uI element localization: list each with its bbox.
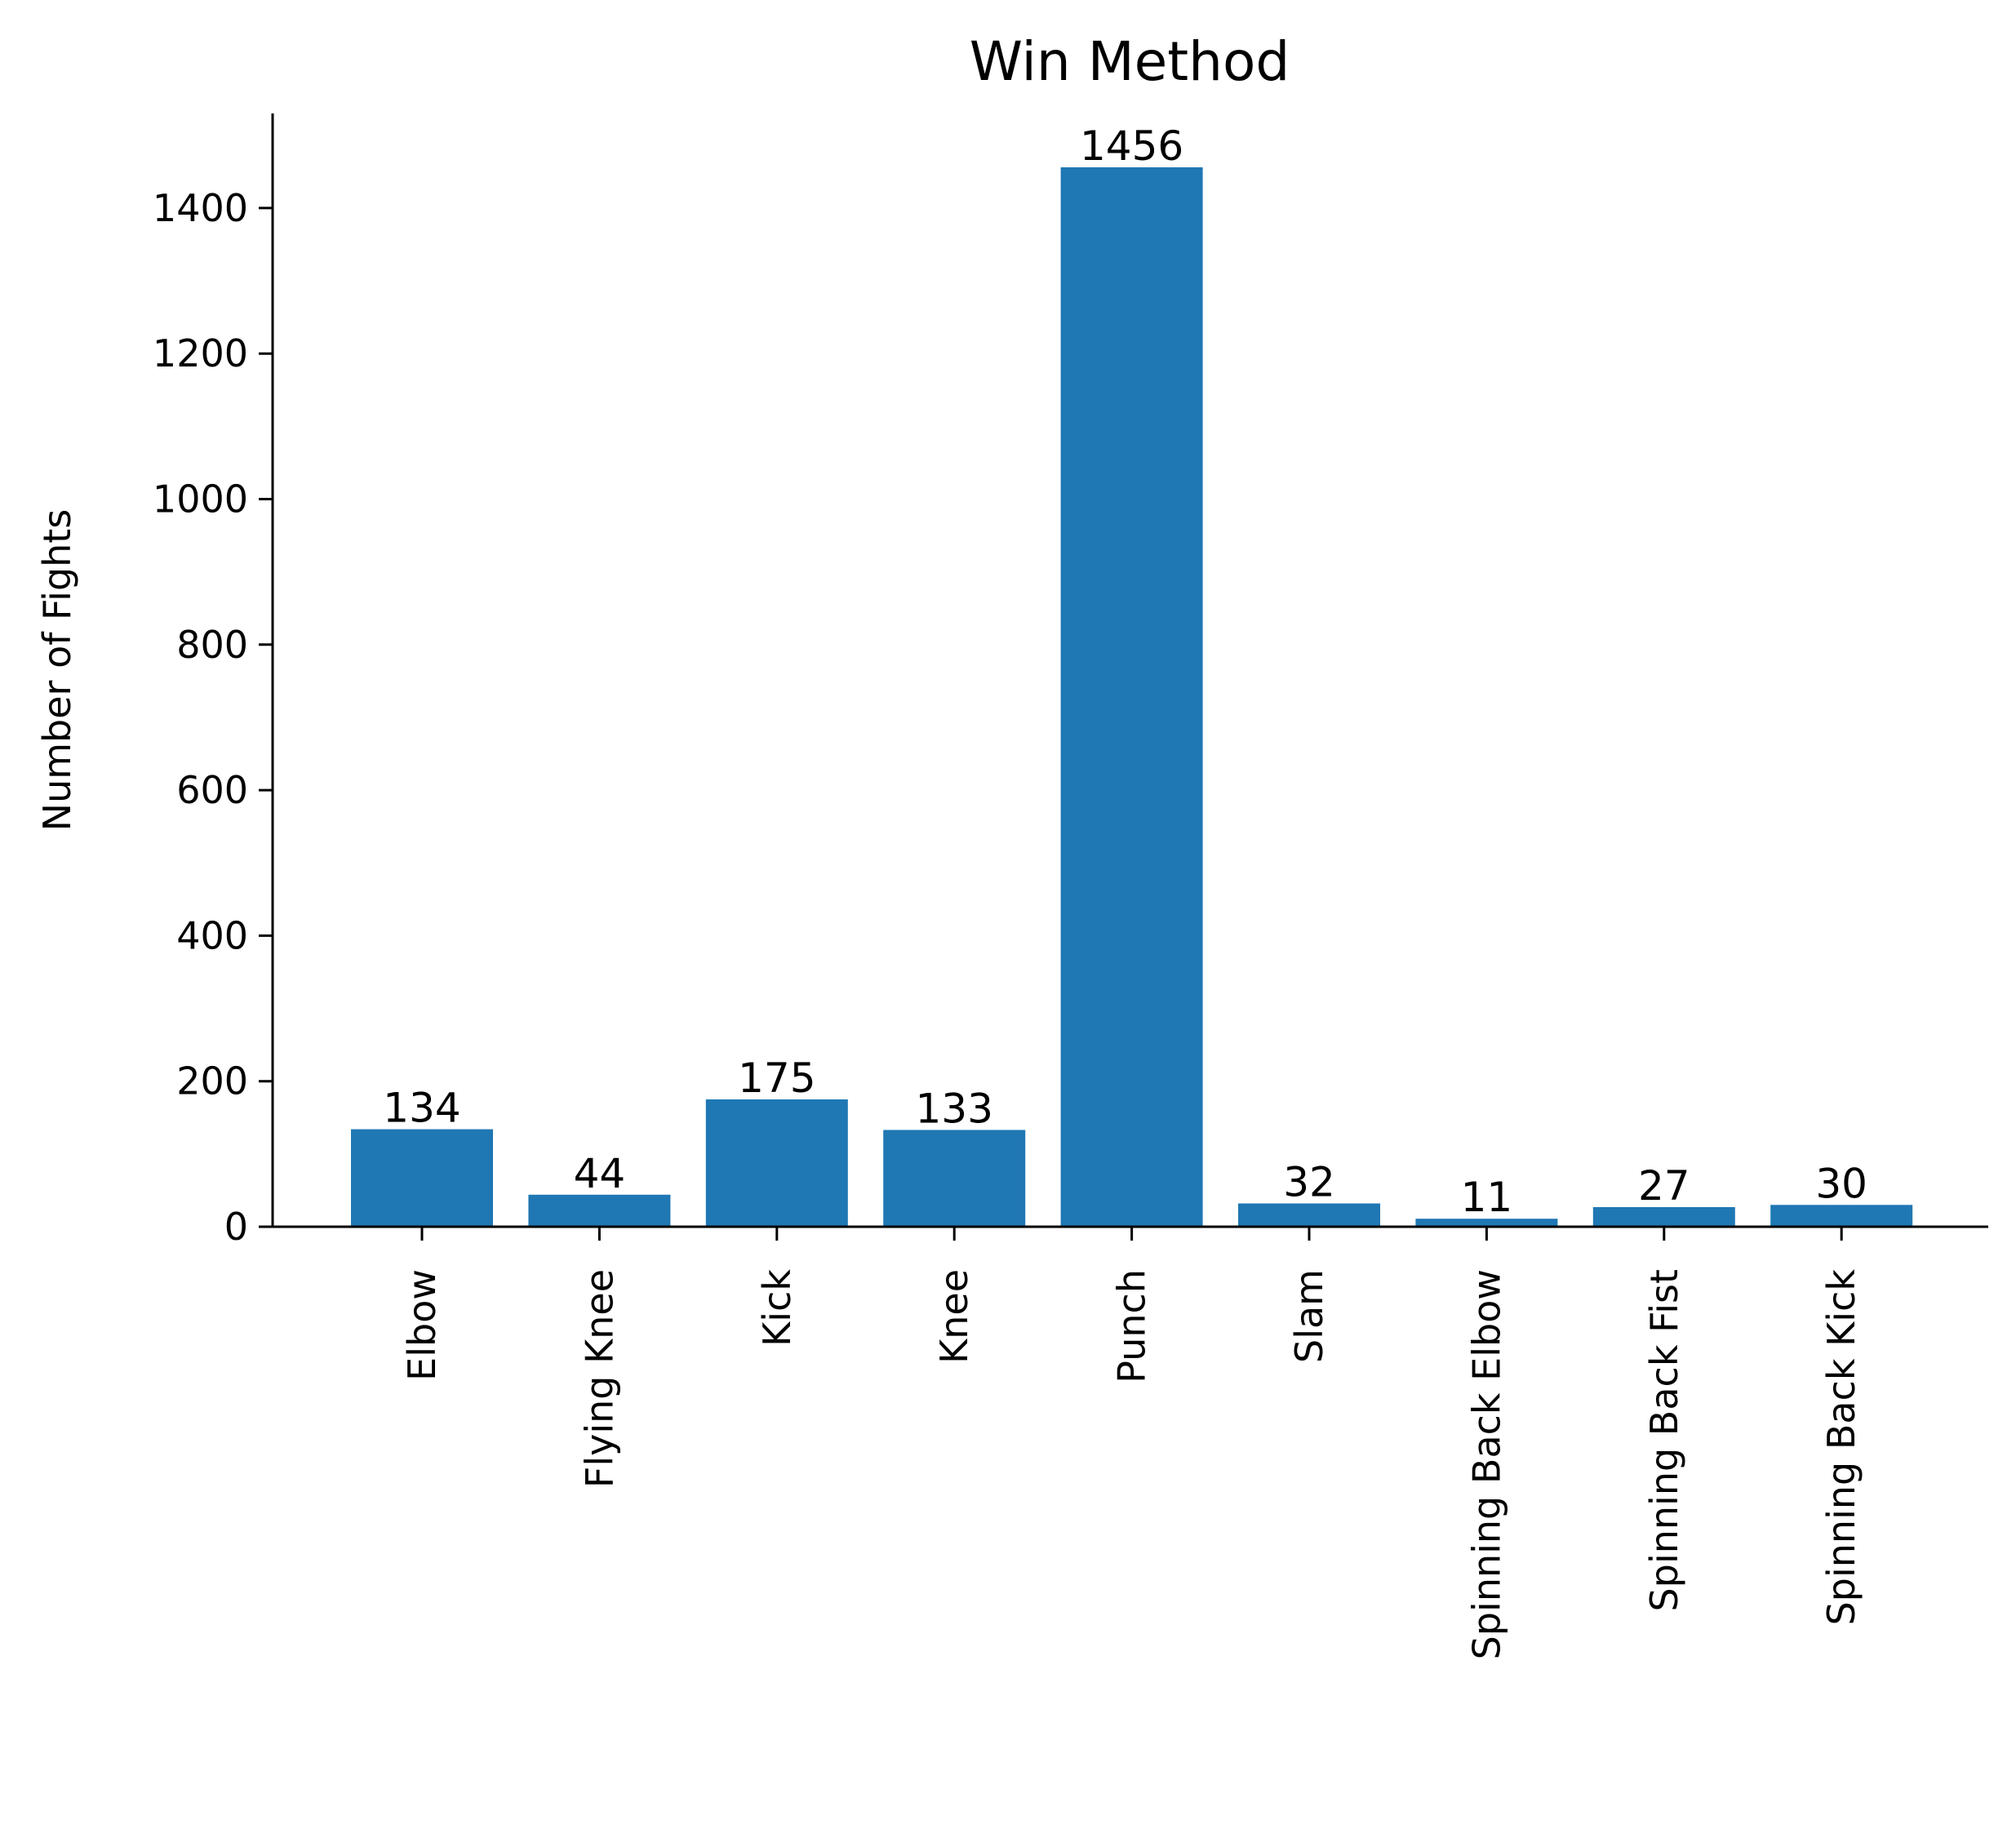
bar-value-label: 134 xyxy=(383,1085,460,1132)
x-tick-label: Elbow xyxy=(400,1269,444,1381)
bar-value-label: 175 xyxy=(738,1055,815,1102)
y-tick-label: 600 xyxy=(176,768,248,812)
bar-value-label: 30 xyxy=(1815,1160,1867,1207)
x-tick-label: Punch xyxy=(1110,1269,1154,1383)
y-tick-label: 800 xyxy=(176,623,248,667)
y-tick-label: 1000 xyxy=(153,477,248,521)
x-tick-label: Spinning Back Kick xyxy=(1819,1269,1863,1626)
bars-group xyxy=(351,167,1913,1228)
x-tick-label: Knee xyxy=(932,1269,976,1364)
x-axis-ticks: Elbow Flying Knee Kick Knee Punch Slam Spinnin… xyxy=(400,1227,1863,1659)
y-tick-label: 1200 xyxy=(153,331,248,375)
y-axis-label: Number of Fights xyxy=(35,509,79,832)
bar xyxy=(1770,1205,1913,1227)
y-tick-label: 0 xyxy=(224,1205,248,1249)
x-tick-label: Spinning Back Fist xyxy=(1642,1269,1686,1611)
bar-value-label: 133 xyxy=(915,1085,992,1132)
chart-title: Win Method xyxy=(970,30,1290,93)
bar xyxy=(1238,1203,1380,1227)
y-axis-ticks: 0 200 400 600 800 1000 1200 1400 xyxy=(153,186,273,1249)
x-tick-label: Spinning Back Elbow xyxy=(1464,1269,1508,1659)
bar xyxy=(883,1130,1026,1227)
bar xyxy=(1060,167,1203,1228)
bar-value-label: 32 xyxy=(1283,1158,1335,1206)
x-tick-label: Flying Knee xyxy=(577,1269,621,1488)
bar-labels-group: 134 44 175 133 1456 32 11 27 30 xyxy=(383,122,1867,1221)
y-tick-label: 200 xyxy=(176,1059,248,1103)
bar xyxy=(1592,1206,1735,1227)
bar xyxy=(705,1099,848,1227)
bar-value-label: 44 xyxy=(574,1150,626,1197)
bar-value-label: 1456 xyxy=(1080,122,1183,170)
x-tick-label: Slam xyxy=(1287,1269,1331,1363)
bar xyxy=(351,1129,493,1227)
y-tick-label: 1400 xyxy=(153,186,248,230)
bar-value-label: 27 xyxy=(1638,1162,1690,1210)
bar xyxy=(1415,1219,1558,1227)
x-tick-label: Kick xyxy=(755,1269,799,1347)
bar xyxy=(528,1194,671,1227)
y-tick-label: 400 xyxy=(176,913,248,957)
bar-value-label: 11 xyxy=(1461,1174,1513,1221)
